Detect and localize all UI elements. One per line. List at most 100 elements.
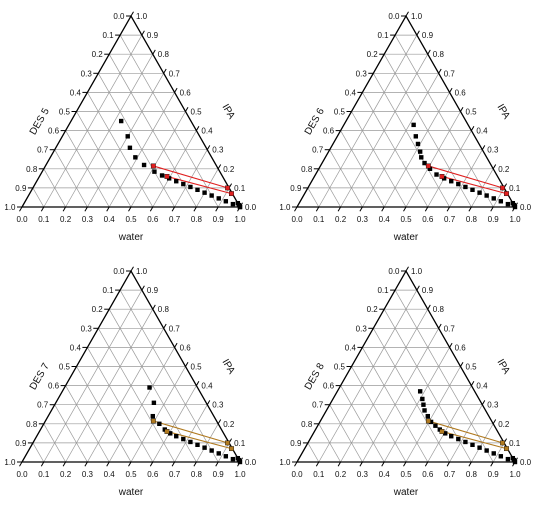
grid-line	[217, 442, 230, 463]
tick-mark	[294, 461, 298, 467]
tie-line-point	[439, 429, 445, 434]
tick-label-des: 0.4	[345, 343, 357, 352]
tick-label-water: 0.3	[82, 470, 94, 479]
tick-label-des: 0.3	[356, 69, 368, 78]
ternary-panel-des5: 0.0 0.0 0.0 0.1 0.1 0.1 0.2 0.2 0.2 0.3 0.3 0.3 0.4 0…	[0, 0, 275, 254]
tie-line	[153, 420, 228, 444]
data-point	[230, 201, 236, 207]
data-point	[505, 456, 511, 462]
data-point	[174, 434, 179, 439]
axis-title-water: water	[393, 487, 419, 498]
tick-mark	[446, 461, 451, 467]
data-point	[422, 408, 427, 413]
tick-label-water: 1.0	[509, 215, 521, 224]
tie-lines	[153, 420, 232, 450]
axis-title-ipa: IPA	[495, 357, 512, 376]
axis-title-water: water	[118, 487, 144, 498]
grid-line	[471, 423, 494, 463]
tick-mark	[381, 206, 385, 212]
tick-mark	[490, 206, 494, 212]
tick-mark	[128, 206, 132, 212]
tie-line-points	[425, 418, 509, 452]
data-point	[417, 389, 423, 394]
tick-label-des: 1.0	[279, 458, 291, 467]
tick-mark	[62, 461, 67, 467]
tie-lines	[428, 420, 507, 450]
grid-line	[329, 149, 363, 208]
tick-label-ipa: 0.3	[212, 146, 224, 155]
ternary-panel-des6: 0.0 0.0 0.0 0.1 0.1 0.1 0.2 0.2 0.2 0.3 0.3 0.3 0.4 0…	[275, 0, 550, 254]
binodal-points	[147, 385, 243, 465]
tick-mark	[337, 206, 342, 212]
grid-line	[318, 168, 341, 208]
ternary-plot-des5: 0.0 0.0 0.0 0.1 0.1 0.1 0.2 0.2 0.2 0.3 0.3 0.3 0.4 0…	[4, 11, 257, 243]
data-point	[463, 439, 468, 445]
tick-mark	[337, 461, 342, 467]
data-point	[195, 442, 200, 448]
tick-label-des: 1.0	[4, 203, 16, 212]
ternary-panel-des8: 0.0 0.0 0.0 0.1 0.1 0.1 0.2 0.2 0.2 0.3 0.3 0.3 0.4 0…	[275, 255, 550, 509]
tick-label-ipa: 0.0	[520, 203, 532, 212]
tick-mark	[130, 11, 134, 17]
tick-mark	[405, 266, 409, 272]
grid-line	[351, 366, 407, 463]
tick-label-ipa: 0.8	[158, 50, 170, 59]
tie-line-point	[225, 185, 230, 191]
grid-line	[492, 187, 505, 208]
grid-line	[54, 404, 88, 463]
data-point	[181, 436, 186, 442]
data-point	[174, 179, 179, 184]
tick-mark	[215, 461, 219, 467]
data-point	[498, 454, 504, 459]
ternary-plot-des6: 0.0 0.0 0.0 0.1 0.1 0.1 0.2 0.2 0.2 0.3 0.3 0.3 0.4 0…	[279, 11, 532, 243]
data-point	[491, 196, 496, 201]
tick-label-des: 0.1	[102, 31, 114, 40]
axis-ticks: 0.0 0.0 0.0 0.1 0.1 0.1 0.2 0.2 0.2 0.3 0.3 0.3 0.4 0…	[279, 266, 532, 479]
tick-label-ipa: 0.2	[498, 420, 510, 429]
data-point	[168, 431, 173, 436]
grid-line	[307, 442, 320, 463]
tick-label-water: 0.7	[169, 470, 181, 479]
tick-label-ipa: 0.3	[487, 146, 499, 155]
grid-line	[449, 404, 483, 463]
tick-label-ipa: 0.9	[147, 286, 159, 295]
tick-mark	[130, 266, 134, 272]
tick-label-ipa: 1.0	[411, 267, 423, 276]
tick-label-ipa: 0.3	[212, 401, 224, 410]
tick-label-des: 0.2	[367, 305, 379, 314]
tick-label-water: 0.2	[335, 470, 347, 479]
tick-mark	[315, 461, 320, 467]
axis-title-water: water	[118, 232, 144, 243]
grid-line	[405, 366, 461, 463]
grid-line	[307, 187, 320, 208]
tick-label-water: 0.5	[125, 215, 137, 224]
data-point	[434, 172, 439, 177]
tie-line-points	[150, 163, 234, 197]
tick-label-des: 0.2	[92, 305, 104, 314]
tick-label-des: 0.7	[312, 146, 324, 155]
tie-line-point	[439, 174, 445, 179]
tick-mark	[185, 361, 189, 367]
grid-line	[362, 328, 440, 463]
tick-label-ipa: 0.1	[509, 184, 521, 193]
tick-label-ipa: 0.0	[520, 458, 532, 467]
grid-line	[43, 289, 143, 463]
data-point	[133, 155, 138, 160]
data-point	[411, 122, 416, 128]
tick-label-ipa: 0.0	[245, 458, 257, 467]
tick-label-des: 0.2	[367, 50, 379, 59]
grid-line	[97, 73, 175, 208]
tick-mark	[195, 381, 200, 386]
tick-label-des: 0.0	[388, 12, 400, 21]
tie-line	[428, 420, 503, 444]
data-point	[433, 423, 438, 428]
grid-line	[492, 442, 505, 463]
tick-label-water: 0.1	[38, 470, 50, 479]
data-point	[151, 400, 157, 405]
tick-label-ipa: 0.7	[444, 324, 456, 333]
tick-mark	[40, 461, 45, 467]
data-point	[420, 396, 425, 402]
tick-label-des: 0.9	[290, 184, 302, 193]
tick-label-ipa: 0.9	[422, 286, 434, 295]
tick-label-water: 0.4	[104, 470, 116, 479]
